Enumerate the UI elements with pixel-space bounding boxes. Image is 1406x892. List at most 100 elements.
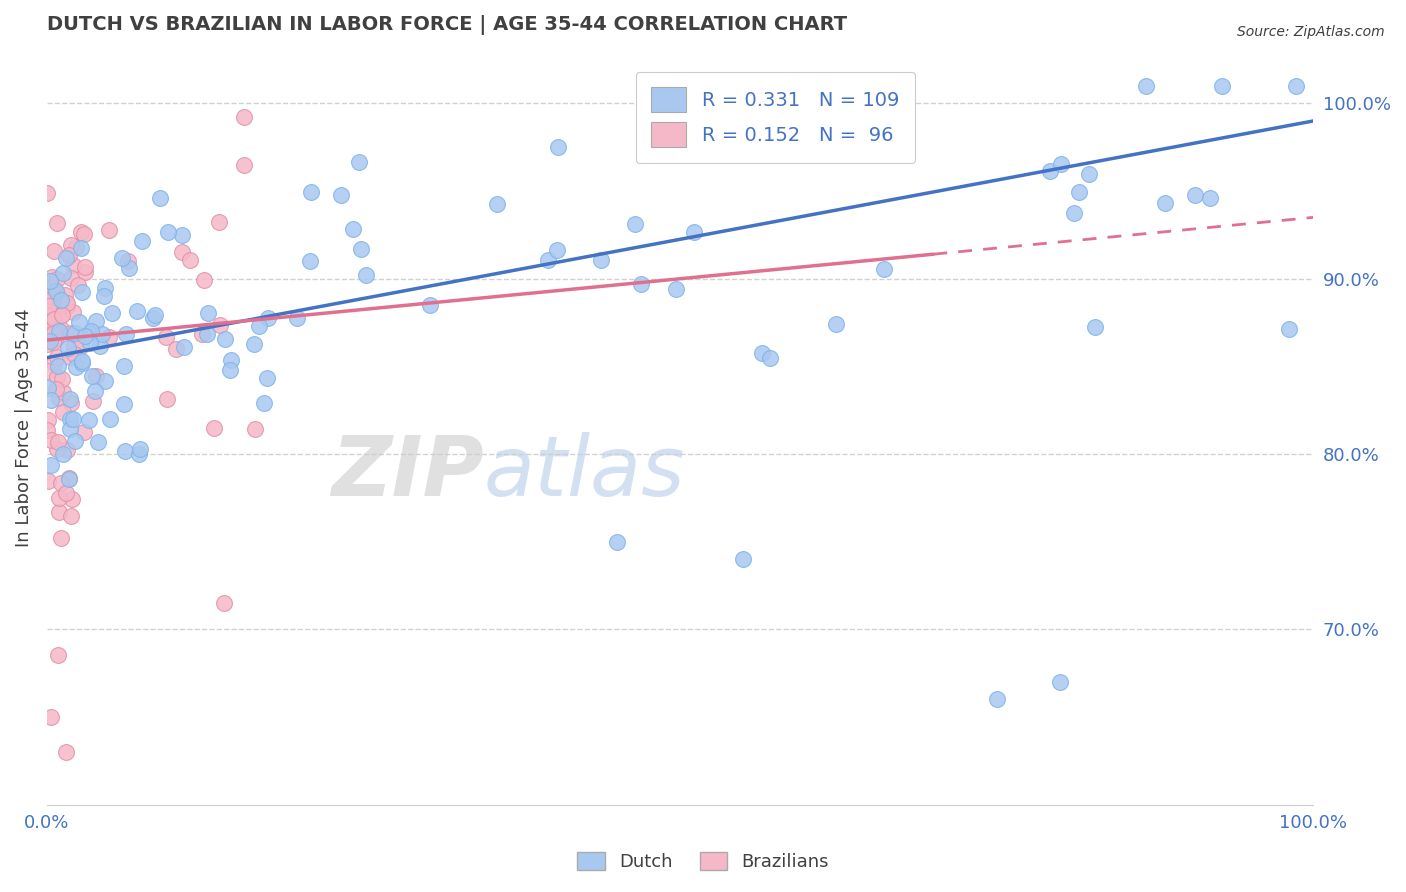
- Point: [63, 337, 86, 351]
- Point: [56, 341, 79, 355]
- Point: [55, 486, 77, 500]
- Point: [986, 692, 1008, 706]
- Point: [204, 421, 226, 435]
- Point: [51, 307, 73, 321]
- Point: [52, 405, 75, 419]
- Point: [62, 411, 84, 425]
- Point: [131, 234, 153, 248]
- Point: [1184, 188, 1206, 202]
- Point: [84, 368, 107, 383]
- Point: [233, 158, 256, 172]
- Point: [127, 304, 149, 318]
- Point: [537, 252, 560, 267]
- Point: [55, 299, 77, 313]
- Point: [75, 264, 97, 278]
- Point: [63, 434, 86, 449]
- Point: [58, 248, 80, 262]
- Point: [42, 356, 65, 370]
- Point: [46, 435, 69, 450]
- Point: [48, 290, 70, 304]
- Point: [197, 306, 219, 320]
- Point: [60, 237, 83, 252]
- Point: [46, 271, 69, 285]
- Point: [97, 223, 120, 237]
- Point: [350, 242, 373, 256]
- Point: [299, 185, 322, 199]
- Point: [52, 384, 75, 399]
- Legend: Dutch, Brazilians: Dutch, Brazilians: [571, 845, 835, 879]
- Point: [39, 458, 62, 472]
- Point: [38, 273, 60, 287]
- Point: [191, 326, 214, 341]
- Point: [45, 382, 67, 396]
- Point: [624, 217, 647, 231]
- Point: [86, 435, 108, 450]
- Point: [633, 145, 655, 160]
- Point: [173, 340, 195, 354]
- Point: [49, 531, 72, 545]
- Point: [39, 392, 62, 407]
- Point: [155, 392, 177, 407]
- Point: [1285, 78, 1308, 93]
- Point: [56, 443, 79, 458]
- Point: [354, 268, 377, 282]
- Point: [62, 304, 84, 318]
- Point: [41, 323, 63, 337]
- Point: [41, 434, 63, 448]
- Point: [84, 314, 107, 328]
- Point: [1063, 205, 1085, 219]
- Point: [37, 423, 59, 437]
- Point: [630, 277, 652, 292]
- Point: [142, 310, 165, 325]
- Point: [42, 244, 65, 259]
- Point: [98, 411, 121, 425]
- Point: [67, 277, 90, 292]
- Point: [101, 306, 124, 320]
- Point: [80, 324, 103, 338]
- Point: [45, 285, 67, 299]
- Point: [172, 227, 194, 242]
- Point: [90, 327, 112, 342]
- Point: [129, 442, 152, 456]
- Point: [1084, 319, 1107, 334]
- Point: [42, 326, 65, 340]
- Point: [46, 369, 69, 384]
- Point: [63, 347, 86, 361]
- Point: [55, 745, 77, 759]
- Point: [51, 309, 73, 323]
- Point: [37, 186, 59, 200]
- Point: [1049, 675, 1071, 690]
- Point: [114, 444, 136, 458]
- Point: [37, 292, 59, 306]
- Point: [62, 258, 84, 272]
- Point: [1211, 78, 1233, 93]
- Point: [35, 277, 58, 291]
- Point: [419, 298, 441, 312]
- Point: [118, 260, 141, 275]
- Y-axis label: In Labor Force | Age 35-44: In Labor Force | Age 35-44: [15, 309, 32, 547]
- Point: [59, 351, 82, 365]
- Point: [59, 326, 82, 341]
- Point: [58, 470, 80, 484]
- Point: [70, 225, 93, 239]
- Point: [330, 188, 353, 202]
- Point: [48, 505, 70, 519]
- Point: [195, 327, 218, 342]
- Point: [52, 447, 75, 461]
- Point: [45, 350, 67, 364]
- Point: [59, 422, 82, 436]
- Point: [589, 252, 612, 267]
- Point: [37, 363, 59, 377]
- Point: [1067, 185, 1090, 199]
- Point: [733, 552, 755, 566]
- Point: [46, 648, 69, 662]
- Point: [1078, 167, 1101, 181]
- Point: [56, 296, 79, 310]
- Point: [60, 491, 83, 506]
- Point: [38, 289, 60, 303]
- Point: [44, 332, 66, 346]
- Point: [39, 310, 62, 324]
- Point: [179, 252, 201, 267]
- Point: [37, 381, 59, 395]
- Point: [73, 227, 96, 242]
